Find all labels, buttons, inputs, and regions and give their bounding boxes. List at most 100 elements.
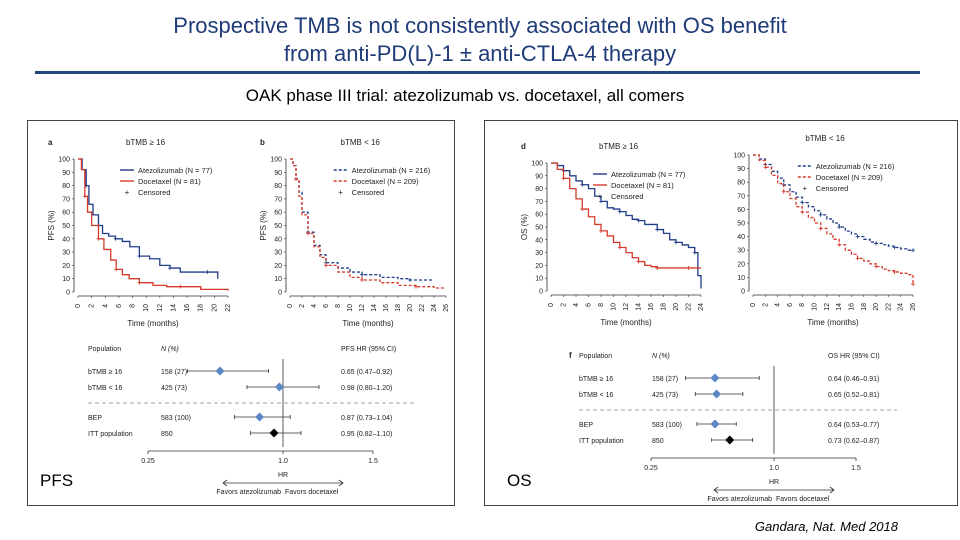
legend-label: Censored (138, 188, 171, 197)
censor-mark (874, 241, 879, 246)
censor-mark (800, 200, 805, 205)
forest-axis-tick-label: 1.5 (368, 458, 378, 465)
pfs-panel-label: PFS (40, 471, 74, 490)
x-tick-label: 10 (611, 303, 618, 311)
km-curve-atezolizumab (290, 158, 434, 281)
forest-row-hr: 0.64 (0.53–0.77) (828, 422, 879, 429)
y-tick-label: 90 (535, 173, 543, 180)
x-tick-label: 26 (910, 303, 917, 311)
censor-mark (168, 266, 173, 271)
y-tick-label: 90 (737, 166, 745, 173)
x-tick-label: 16 (383, 304, 390, 312)
y-axis-label: PFS (%) (259, 210, 268, 241)
y-axis-label: PFS (%) (47, 210, 56, 241)
x-tick-label: 8 (799, 303, 806, 307)
censor-mark (408, 278, 412, 283)
y-tick-label: 60 (737, 207, 745, 214)
x-tick-label: 6 (323, 304, 330, 308)
censor-mark (674, 240, 678, 245)
x-tick-label: 6 (116, 304, 123, 308)
censor-mark (599, 199, 603, 204)
y-tick-label: 0 (278, 290, 282, 297)
censor-mark (686, 265, 691, 270)
forest-hr-diamond (710, 419, 720, 429)
censor-mark (781, 189, 786, 194)
forest-row-n: 158 (27) (652, 376, 678, 383)
censor-mark (800, 210, 805, 215)
y-tick-label: 30 (274, 250, 282, 257)
forest-row-population: bTMB ≥ 16 (88, 369, 122, 376)
y-tick-label: 10 (535, 276, 543, 283)
x-tick-label: 2 (762, 303, 769, 307)
forest-row-hr: 0.65 (0.52–0.81) (828, 392, 879, 399)
x-tick-label: 2 (299, 304, 306, 308)
x-tick-label: 4 (573, 303, 580, 307)
y-tick-label: 0 (741, 289, 745, 296)
censor-mark (360, 278, 364, 283)
censor-mark (837, 242, 842, 247)
slide-title-line2: from anti-PD(L)-1 ± anti-CTLA-4 therapy (283, 41, 677, 66)
censor-mark (294, 176, 298, 181)
censor-mark (855, 256, 860, 261)
forest-header-population: Population (88, 346, 121, 353)
y-tick-label: 40 (737, 234, 745, 241)
x-tick-label: 12 (623, 303, 630, 311)
x-tick-label: 12 (359, 304, 366, 312)
legend-label: Docetaxel (N = 209) (352, 177, 419, 186)
x-tick-label: 0 (750, 303, 757, 307)
forest-row-population: ITT population (579, 438, 624, 445)
censor-mark (892, 245, 897, 250)
censor-mark (137, 254, 142, 259)
y-tick-label: 30 (737, 248, 745, 255)
forest-hr-diamond (712, 389, 722, 399)
censor-mark (892, 269, 897, 274)
y-tick-label: 90 (62, 170, 70, 177)
km-curve-docetaxel (753, 154, 914, 285)
forest-hr-diamond (215, 366, 225, 376)
forest-row-population: bTMB ≥ 16 (579, 376, 613, 383)
km-title-e: bTMB < 16 (805, 134, 845, 143)
x-tick-label: 16 (184, 304, 191, 312)
forest-row-hr: 0.98 (0.80–1.20) (341, 385, 392, 392)
km-curve-atezolizumab (78, 158, 219, 279)
legend-censor-glyph: + (598, 192, 603, 201)
forest-hr-diamond (274, 382, 284, 392)
y-tick-label: 30 (62, 250, 70, 257)
x-tick-label: 10 (143, 304, 150, 312)
favors-right-label: Favors docetaxel (285, 489, 339, 496)
x-tick-label: 14 (170, 304, 177, 312)
y-tick-label: 50 (62, 223, 70, 230)
y-tick-label: 20 (62, 263, 70, 270)
x-axis-label: Time (months) (807, 318, 859, 327)
y-tick-label: 70 (274, 196, 282, 203)
os-panel-label: OS (507, 471, 532, 490)
forest-axis-tick-label: 1.5 (851, 465, 861, 472)
y-tick-label: 80 (62, 183, 70, 190)
panel-letter-f: f (569, 351, 572, 360)
x-tick-label: 20 (673, 303, 680, 311)
censor-mark (414, 284, 418, 289)
forest-hr-diamond (710, 373, 720, 383)
legend-label: Atezolizumab (N = 77) (138, 166, 213, 175)
legend-censor-glyph: + (125, 188, 130, 197)
forest-hr-diamond (255, 412, 265, 422)
x-tick-label: 22 (686, 303, 693, 311)
x-tick-label: 24 (898, 303, 905, 311)
forest-header-population: Population (579, 353, 612, 360)
censor-mark (874, 264, 879, 269)
x-tick-label: 16 (648, 303, 655, 311)
y-tick-label: 40 (535, 237, 543, 244)
y-tick-label: 10 (62, 276, 70, 283)
censor-mark (360, 272, 364, 277)
km-curve-atezolizumab (753, 154, 913, 251)
legend-label: Censored (352, 188, 385, 197)
forest-header-hr: PFS HR (95% CI) (341, 346, 396, 353)
forest-row-population: bTMB < 16 (88, 385, 123, 392)
legend-label: Atezolizumab (N = 216) (816, 162, 895, 171)
forest-header-n: N (%) (161, 346, 179, 353)
x-tick-label: 26 (443, 304, 450, 312)
y-tick-label: 20 (737, 261, 745, 268)
title-divider (35, 71, 920, 74)
forest-hr-diamond (269, 428, 279, 438)
